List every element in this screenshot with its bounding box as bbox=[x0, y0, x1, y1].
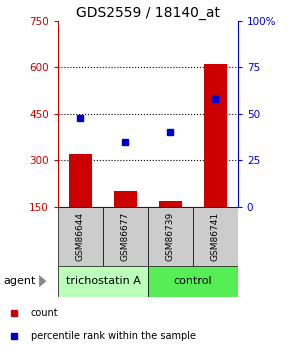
Bar bbox=[148, 266, 238, 297]
Bar bbox=[193, 207, 238, 266]
Text: trichostatin A: trichostatin A bbox=[66, 276, 140, 286]
Bar bbox=[103, 207, 148, 266]
Bar bbox=[148, 207, 193, 266]
Polygon shape bbox=[39, 275, 46, 287]
Text: GSM86741: GSM86741 bbox=[211, 212, 220, 261]
Text: GSM86677: GSM86677 bbox=[121, 212, 130, 261]
Title: GDS2559 / 18140_at: GDS2559 / 18140_at bbox=[76, 6, 220, 20]
Text: GSM86739: GSM86739 bbox=[166, 212, 175, 261]
Text: count: count bbox=[31, 308, 59, 318]
Text: percentile rank within the sample: percentile rank within the sample bbox=[31, 331, 196, 341]
Bar bbox=[69, 154, 92, 207]
Text: agent: agent bbox=[3, 276, 35, 286]
Text: GSM86644: GSM86644 bbox=[76, 212, 85, 261]
Bar bbox=[58, 207, 103, 266]
Text: control: control bbox=[173, 276, 212, 286]
Bar bbox=[114, 191, 137, 207]
Bar bbox=[204, 64, 226, 207]
Bar bbox=[159, 201, 182, 207]
Bar bbox=[58, 266, 148, 297]
